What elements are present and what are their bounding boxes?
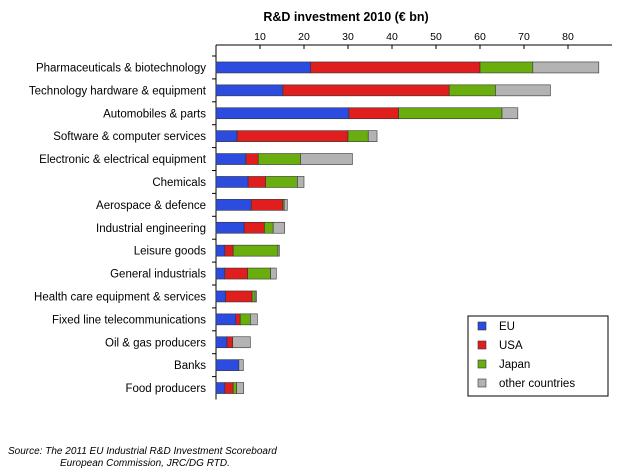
x-tick-label: 10 (254, 31, 266, 43)
bar-segment-japan (265, 176, 298, 188)
bar-segment-usa (236, 130, 349, 142)
bar-segment-usa (224, 267, 248, 280)
category-label: Industrial engineering (96, 223, 206, 235)
legend-label: other countries (499, 378, 575, 390)
chart-title: R&D investment 2010 (€ bn) (263, 10, 428, 24)
legend-swatch (477, 378, 487, 388)
x-tick-label: 20 (298, 31, 310, 43)
bar-segment-japan (251, 290, 256, 303)
category-label: Pharmaceuticals & biotechnology (36, 62, 206, 74)
legend-swatch (477, 340, 487, 350)
bar-segment-japan (398, 107, 503, 120)
x-tick-label: 40 (386, 31, 398, 43)
source-line-1: Source: The 2011 EU Industrial R&D Inves… (8, 446, 277, 457)
bar-segment-japan (347, 130, 369, 142)
category-label: Aerospace & defence (96, 200, 206, 212)
bar-segment-other-countries (236, 382, 245, 394)
bar-segment-other-countries (367, 130, 378, 142)
bar-segment-usa (310, 61, 481, 74)
bar-segment-japan (448, 84, 496, 97)
x-tick-label: 80 (562, 31, 574, 43)
category-label: Chemicals (152, 177, 206, 189)
bar-segment-other-countries (495, 84, 551, 97)
bar-segment-eu (215, 267, 226, 280)
bar-segment-usa (348, 107, 399, 120)
bar-segment-usa (235, 313, 241, 326)
bar-segment-other-countries (232, 336, 251, 349)
legend-label: USA (499, 340, 523, 352)
bar-segment-eu (215, 359, 240, 371)
x-tick-label: 50 (430, 31, 442, 43)
bar-segment-usa (224, 244, 234, 257)
bar-segment-other-countries (238, 359, 244, 371)
bar-segment-other-countries (254, 290, 257, 303)
category-label: Software & computer services (53, 131, 206, 143)
bar-segment-other-countries (250, 313, 258, 326)
bar-segment-other-countries (297, 176, 305, 188)
bar-segment-eu (215, 244, 226, 257)
category-label: Electronic & electrical equipment (39, 154, 207, 166)
legend-label: Japan (499, 359, 530, 371)
bar-segment-usa (245, 153, 259, 165)
bar-segment-eu (215, 130, 238, 142)
category-label: Banks (174, 360, 206, 372)
bar-segment-usa (225, 290, 253, 303)
bar-segment-eu (215, 61, 311, 74)
legend-swatch (477, 359, 487, 369)
bar-segment-eu (215, 313, 237, 326)
category-label: Automobiles & parts (103, 108, 206, 120)
bar-segment-usa (224, 382, 234, 394)
category-label: Oil & gas producers (105, 337, 206, 349)
bar-segment-japan (264, 221, 274, 234)
bar-segment-japan (232, 244, 279, 257)
bar-segment-japan (247, 267, 271, 280)
bar-segment-usa (250, 199, 284, 211)
bar-segment-eu (215, 107, 350, 120)
bar-segment-other-countries (270, 267, 277, 280)
x-tick-label: 70 (518, 31, 530, 43)
bar-segment-eu (215, 153, 247, 165)
legend-swatch (477, 321, 487, 331)
bar-segment-other-countries (272, 221, 285, 234)
category-label: Technology hardware & equipment (29, 85, 207, 97)
source-line-2: European Commission, JRC/DG RTD. (60, 458, 230, 469)
bar-segment-japan (232, 382, 237, 394)
bar-segment-other-countries (277, 244, 280, 257)
category-label: Health care equipment & services (34, 291, 206, 303)
category-labels: Pharmaceuticals & biotechnology Technolog… (29, 62, 207, 395)
bar-segment-usa (226, 336, 234, 349)
bar-segment-eu (215, 290, 226, 303)
bar-segment-eu (215, 176, 249, 188)
legend-label: EU (499, 321, 515, 333)
x-tick-label: 60 (474, 31, 486, 43)
legend-box (467, 315, 609, 397)
bar-segment-other-countries (501, 107, 519, 120)
bar-segment-eu (215, 336, 228, 349)
category-label: Food producers (125, 383, 206, 395)
bar-segment-other-countries (532, 61, 600, 74)
bar-segment-usa (282, 84, 450, 97)
bar-segment-eu (215, 199, 252, 211)
bar-segment-eu (215, 382, 226, 394)
bar-segment-japan (239, 313, 251, 326)
bar-segment-other-countries (283, 199, 288, 211)
bars (215, 61, 600, 394)
category-label: Leisure goods (134, 246, 206, 258)
bar-segment-other-countries (300, 153, 353, 165)
bar-segment-usa (247, 176, 267, 188)
category-label: Fixed line telecommunications (52, 314, 206, 326)
source-note: Source: The 2011 EU Industrial R&D Inves… (8, 446, 277, 470)
bar-segment-japan (257, 153, 301, 165)
bar-segment-eu (215, 84, 284, 97)
bar-segment-usa (243, 221, 265, 234)
category-label: General industrials (110, 269, 206, 281)
x-tick-label: 30 (342, 31, 354, 43)
bar-segment-eu (215, 221, 245, 234)
legend: EU USA Japan other countries (467, 315, 609, 397)
bar-segment-japan (479, 61, 534, 74)
